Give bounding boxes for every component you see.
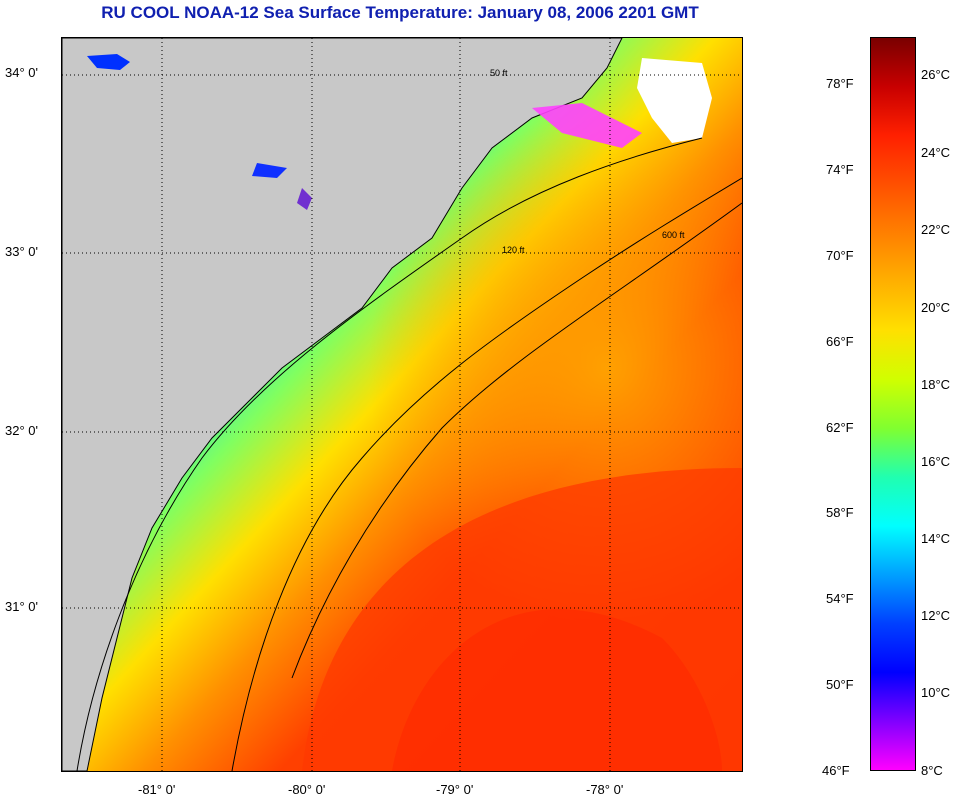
colorbar-celsius-label: 14°C [921,531,951,546]
temperature-colorbar [870,37,916,771]
colorbar-celsius-label: 22°C [921,222,951,237]
colorbar-fahrenheit-label: 54°F [826,591,854,606]
contour-label: 120 ft [502,245,525,255]
contour-50ft [76,137,703,771]
gulf-stream-inner [392,609,722,771]
inland-lake [297,188,312,210]
lon-label: -80° 0' [288,782,326,797]
graticule [62,38,742,771]
map-title: RU COOL NOAA-12 Sea Surface Temperature:… [101,3,699,22]
colorbar-fahrenheit-label: 78°F [826,76,854,91]
colorbar-celsius-label: 16°C [921,454,951,469]
colorbar-fahrenheit-label: 74°F [826,162,854,177]
inland-lake [87,54,130,70]
contour-label: 600 ft [662,230,685,240]
colorbar-fahrenheit-label: 66°F [826,334,854,349]
colorbar-celsius-label: 10°C [921,685,951,700]
lon-label: -81° 0' [138,782,176,797]
lon-label: -79° 0' [436,782,474,797]
lat-label: 33° 0' [5,244,38,259]
contour-label: 50 ft [490,68,508,78]
lon-label: -78° 0' [586,782,624,797]
sst-map: 50 ft 120 ft 600 ft [61,37,743,772]
contour-600ft [291,202,742,679]
colorbar-celsius-label: 18°C [921,377,951,392]
colorbar-fahrenheit-label: 70°F [826,248,854,263]
sst-map-canvas: 50 ft 120 ft 600 ft [62,38,742,771]
colorbar-fahrenheit-label: 58°F [826,505,854,520]
colorbar-fahrenheit-label: 50°F [826,677,854,692]
colorbar-celsius-label: 12°C [921,608,951,623]
inland-lake [252,163,287,178]
lat-label: 34° 0' [5,65,38,80]
colorbar-celsius-label: 26°C [921,67,951,82]
lat-label: 31° 0' [5,599,38,614]
colorbar-fahrenheit-label: 46°F [822,763,850,778]
contour-120ft [231,177,742,771]
cold-water-patch [532,103,642,148]
colorbar-celsius-label: 24°C [921,145,951,160]
colorbar-fahrenheit-label: 62°F [826,420,854,435]
colorbar-celsius-label: 8°C [921,763,943,778]
colorbar-celsius-label: 20°C [921,300,951,315]
lat-label: 32° 0' [5,423,38,438]
cloud-mask [637,58,712,143]
